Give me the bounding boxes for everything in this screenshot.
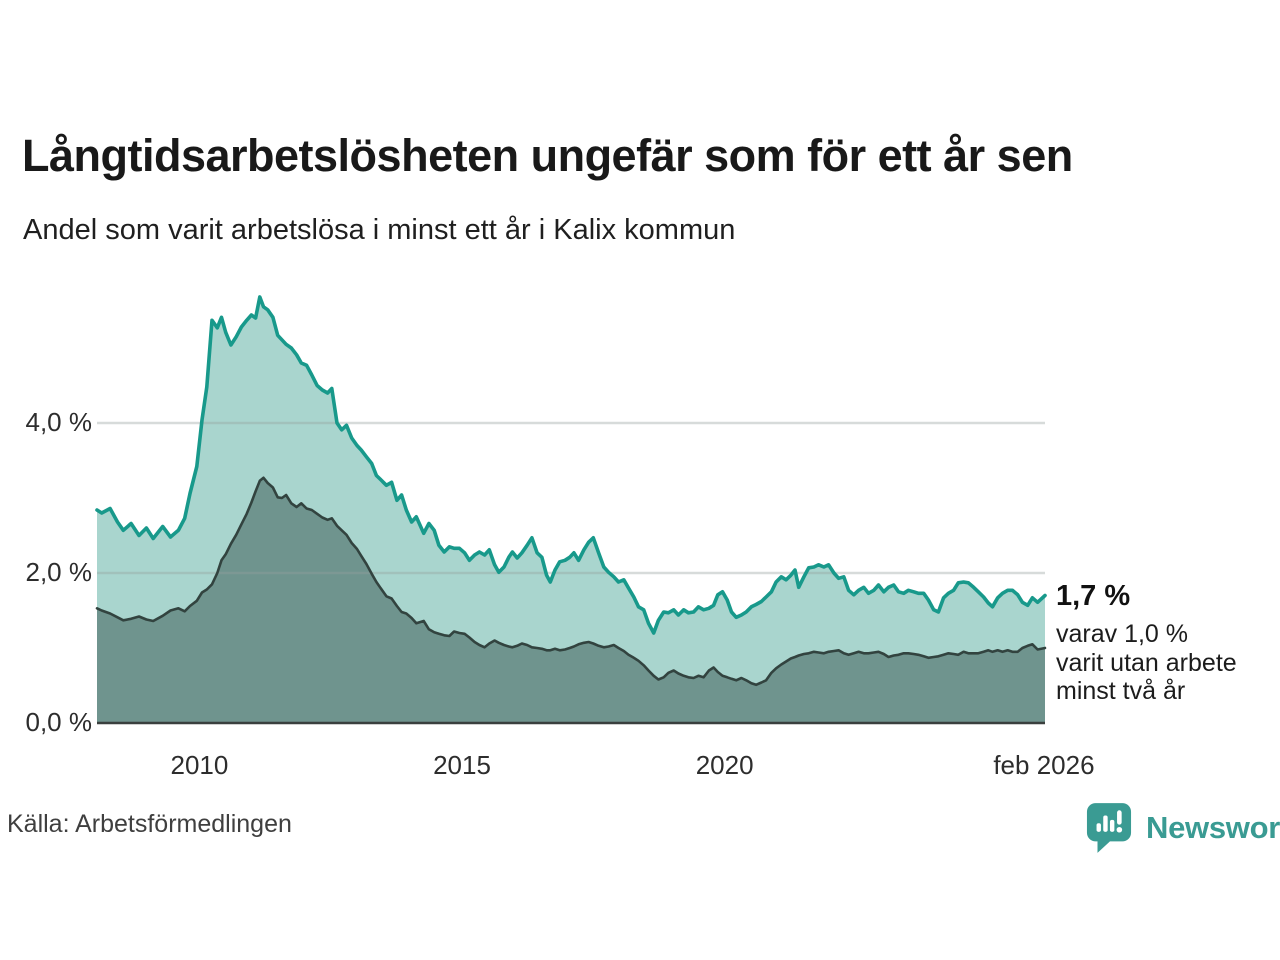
annotation-detail-line: varit utan arbete bbox=[1056, 648, 1237, 677]
y-tick-label: 0,0 % bbox=[25, 707, 93, 737]
area-two-years-series bbox=[97, 477, 1045, 723]
x-tick-label: feb 2026 bbox=[993, 750, 1095, 780]
annotation-detail-line: varav 1,0 % bbox=[1056, 620, 1189, 648]
y-tick-label: 2,0 % bbox=[25, 557, 93, 587]
brand-name: Newsworthy bbox=[1146, 810, 1280, 845]
source-note: Källa: Arbetsförmedlingen bbox=[7, 810, 292, 838]
line-two-years-series bbox=[95, 476, 1047, 687]
page-title: Långtidsarbetslösheten ungefär som för e… bbox=[22, 130, 1073, 181]
end-annotation: 1,7 % varav 1,0 % varit utan arbete mins… bbox=[1056, 580, 1276, 706]
annotation-total-value: 1,7 % bbox=[1056, 580, 1131, 612]
x-tick-label: 2015 bbox=[433, 750, 491, 780]
line-total-series bbox=[95, 295, 1047, 635]
x-tick-label: 2020 bbox=[695, 750, 754, 780]
annotation-detail-line: minst två år bbox=[1056, 677, 1186, 705]
newsworthy-logo-icon bbox=[1086, 803, 1132, 853]
gridlines bbox=[97, 421, 1045, 575]
brand-lockup: Newsworthy bbox=[1086, 802, 1280, 854]
page-subtitle: Andel som varit arbetslösa i minst ett å… bbox=[23, 214, 736, 246]
y-tick-label: 4,0 % bbox=[25, 407, 93, 437]
x-tick-label: 2010 bbox=[170, 750, 229, 780]
